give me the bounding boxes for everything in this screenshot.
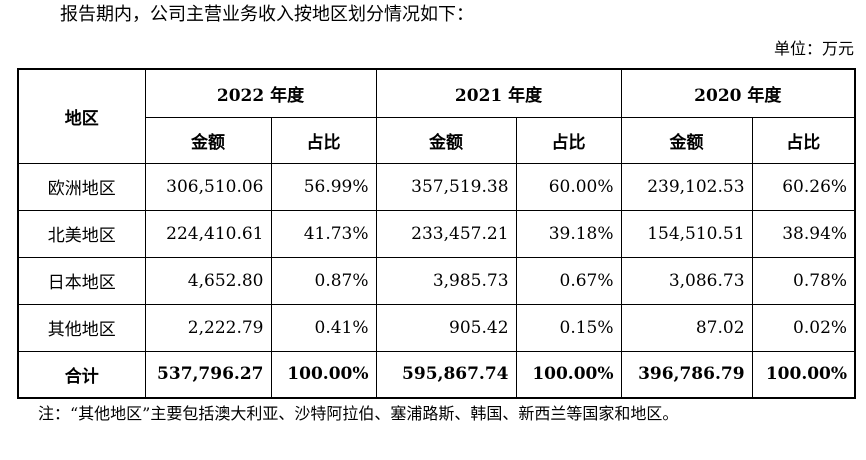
- year-header-2021: 2021 年度: [375, 68, 622, 118]
- amount-header: 金额: [144, 116, 272, 164]
- amount-cell: 2,222.79: [144, 303, 272, 352]
- footnote: 注：“其他地区”主要包括澳大利亚、沙特阿拉伯、塞浦路斯、韩国、新西兰等国家和地区…: [38, 404, 679, 423]
- ratio-cell: 39.18%: [515, 209, 622, 258]
- ratio-cell: 60.00%: [515, 162, 622, 211]
- revenue-by-region-table: 地区 2022 年度 2021 年度 2020 年度 金额 占比 金额 占比 金…: [17, 68, 857, 399]
- amount-cell: 3,985.73: [375, 256, 517, 305]
- table-row: 其他地区 2,222.79 0.41% 905.42 0.15% 87.02 0…: [17, 303, 856, 352]
- ratio-cell: 0.15%: [515, 303, 622, 352]
- ratio-header: 占比: [751, 116, 856, 164]
- ratio-cell: 56.99%: [270, 162, 377, 211]
- ratio-cell: 0.87%: [270, 256, 377, 305]
- amount-cell: 357,519.38: [375, 162, 517, 211]
- amount-cell: 4,652.80: [144, 256, 272, 305]
- region-cell: 北美地区: [17, 209, 146, 258]
- amount-cell: 224,410.61: [144, 209, 272, 258]
- total-amount-cell: 537,796.27: [144, 350, 272, 399]
- intro-text: 报告期内，公司主营业务收入按地区划分情况如下：: [60, 4, 474, 25]
- table-row: 日本地区 4,652.80 0.87% 3,985.73 0.67% 3,086…: [17, 256, 856, 305]
- ratio-header: 占比: [270, 116, 377, 164]
- total-ratio-cell: 100.00%: [751, 350, 856, 399]
- table-row: 欧洲地区 306,510.06 56.99% 357,519.38 60.00%…: [17, 162, 856, 211]
- amount-cell: 87.02: [620, 303, 753, 352]
- total-row: 合计 537,796.27 100.00% 595,867.74 100.00%…: [17, 350, 856, 399]
- total-amount-cell: 595,867.74: [375, 350, 517, 399]
- amount-header: 金额: [375, 116, 517, 164]
- region-header: 地区: [17, 68, 146, 164]
- amount-header: 金额: [620, 116, 753, 164]
- amount-cell: 239,102.53: [620, 162, 753, 211]
- amount-cell: 905.42: [375, 303, 517, 352]
- table-row: 北美地区 224,410.61 41.73% 233,457.21 39.18%…: [17, 209, 856, 258]
- ratio-cell: 41.73%: [270, 209, 377, 258]
- amount-cell: 306,510.06: [144, 162, 272, 211]
- region-cell: 欧洲地区: [17, 162, 146, 211]
- amount-cell: 154,510.51: [620, 209, 753, 258]
- ratio-header: 占比: [515, 116, 622, 164]
- year-header-2020: 2020 年度: [620, 68, 856, 118]
- ratio-cell: 0.41%: [270, 303, 377, 352]
- year-header-2022: 2022 年度: [144, 68, 377, 118]
- region-cell: 其他地区: [17, 303, 146, 352]
- total-ratio-cell: 100.00%: [515, 350, 622, 399]
- ratio-cell: 60.26%: [751, 162, 856, 211]
- ratio-cell: 0.78%: [751, 256, 856, 305]
- ratio-cell: 38.94%: [751, 209, 856, 258]
- unit-label: 单位：万元: [773, 39, 854, 58]
- total-label: 合计: [17, 350, 146, 399]
- region-cell: 日本地区: [17, 256, 146, 305]
- ratio-cell: 0.67%: [515, 256, 622, 305]
- amount-cell: 233,457.21: [375, 209, 517, 258]
- total-amount-cell: 396,786.79: [620, 350, 753, 399]
- amount-cell: 3,086.73: [620, 256, 753, 305]
- ratio-cell: 0.02%: [751, 303, 856, 352]
- total-ratio-cell: 100.00%: [270, 350, 377, 399]
